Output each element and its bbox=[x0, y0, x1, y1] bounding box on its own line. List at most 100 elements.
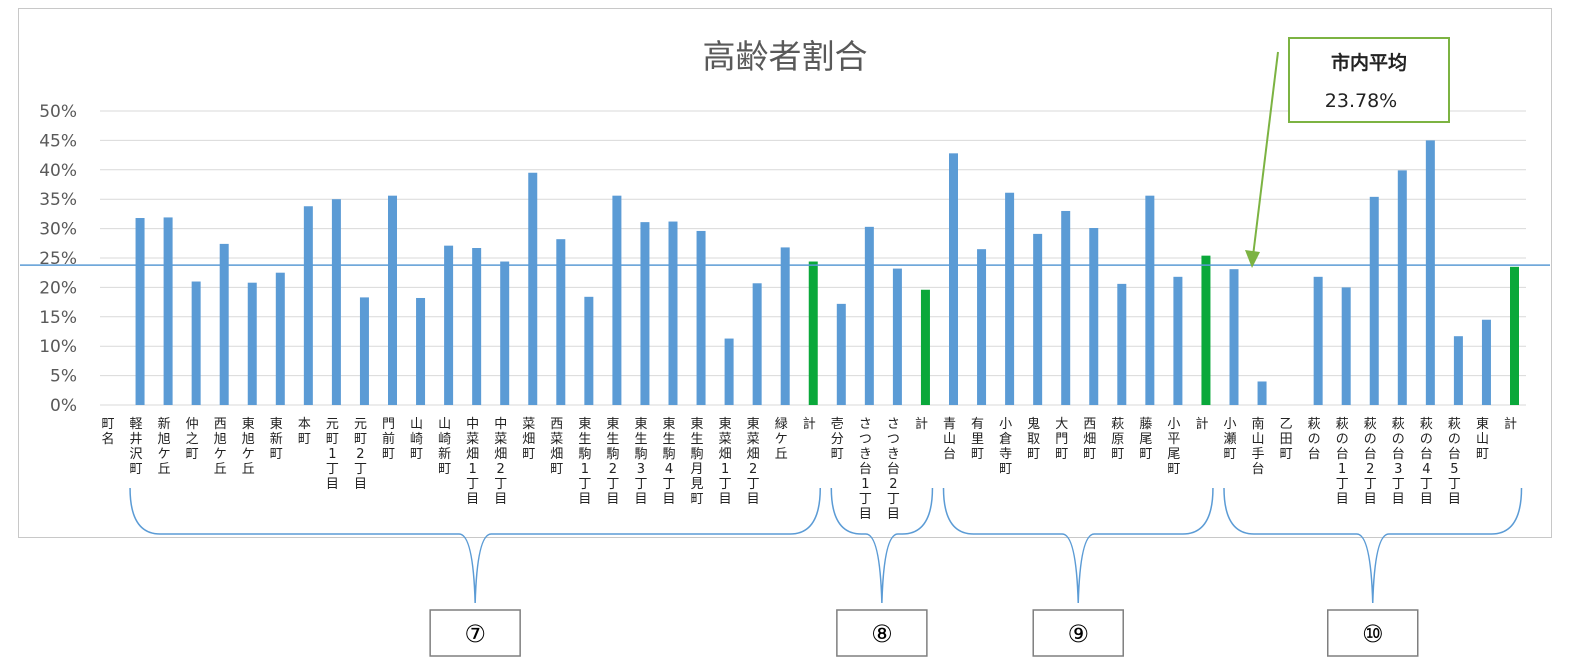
bar bbox=[1033, 233, 1043, 405]
average-callout: 市内平均 23.78% bbox=[1245, 37, 1450, 268]
callout-arrow-line bbox=[1252, 51, 1279, 257]
x-tick-label: 中菜畑 2 丁目 bbox=[494, 417, 507, 507]
bar bbox=[836, 303, 846, 405]
y-tick-label: 10% bbox=[39, 337, 77, 357]
x-tick-label: 西畑町 bbox=[1083, 417, 1096, 462]
bar bbox=[472, 248, 482, 405]
x-tick-label: 東生駒 3 丁目 bbox=[634, 416, 647, 507]
y-tick-label: 0% bbox=[50, 396, 77, 416]
bar bbox=[949, 153, 958, 405]
x-tick-label: 計 bbox=[915, 416, 928, 432]
bar bbox=[303, 206, 313, 405]
group-bracket bbox=[942, 487, 1214, 604]
x-tick-label: 新旭ケ丘 bbox=[158, 416, 171, 477]
group-label: ⑧ bbox=[871, 620, 893, 648]
x-tick-label: 東生駒月見町 bbox=[691, 416, 704, 507]
group-bracket bbox=[1223, 487, 1523, 604]
total-bar bbox=[808, 261, 818, 405]
x-tick-label: 計 bbox=[1195, 416, 1208, 432]
y-tick-label: 30% bbox=[39, 220, 77, 240]
chart-title: 高齢者割合 bbox=[703, 37, 868, 76]
callout-arrow-head bbox=[1245, 250, 1260, 268]
x-tick-label: 小倉寺町 bbox=[999, 417, 1012, 477]
x-tick-label: 門前町 bbox=[382, 417, 395, 462]
y-tick-label: 35% bbox=[39, 190, 77, 210]
bar bbox=[1341, 287, 1351, 405]
x-tick-label: 壱分町 bbox=[831, 417, 844, 462]
bar bbox=[1453, 336, 1463, 405]
y-tick-label: 20% bbox=[39, 278, 77, 298]
x-tick-label: 東山町 bbox=[1476, 416, 1489, 462]
x-axis-labels: 町名 軽井沢町 新旭ケ丘 仲之町 西旭ケ丘 東旭ケ丘 東新町 本町 元町 1 丁目 元町 2 丁目 門前町 山… bbox=[101, 416, 1517, 522]
x-tick-label: 山崎町 bbox=[410, 417, 423, 462]
x-tick-label: 東生駒 1 丁目 bbox=[578, 416, 591, 507]
y-tick-label: 45% bbox=[39, 131, 77, 151]
bar bbox=[1117, 283, 1127, 405]
bar bbox=[668, 221, 678, 405]
x-tick-label: 萩の台 1 丁目 bbox=[1336, 417, 1349, 507]
bar bbox=[1397, 170, 1407, 405]
callout-box bbox=[1288, 37, 1450, 123]
bar bbox=[724, 338, 734, 405]
group-label-box bbox=[1032, 609, 1124, 657]
x-tick-label: 緑ケ丘 bbox=[775, 417, 788, 462]
x-tick-label: 計 bbox=[1504, 416, 1517, 432]
x-tick-label: 東生駒 2 丁目 bbox=[606, 416, 619, 507]
y-tick-label: 25% bbox=[39, 249, 77, 269]
bar bbox=[135, 218, 145, 405]
bar bbox=[556, 239, 566, 405]
x-tick-label: 萩の台 bbox=[1308, 417, 1321, 462]
bar bbox=[1089, 228, 1099, 405]
x-tick-label: 軽井沢町 bbox=[130, 417, 143, 477]
x-tick-label: 藤尾町 bbox=[1139, 417, 1152, 462]
bar bbox=[584, 296, 594, 405]
x-tick-label: 小瀬町 bbox=[1223, 417, 1236, 462]
bar bbox=[1313, 276, 1323, 405]
y-tick-label: 50% bbox=[39, 102, 77, 122]
x-tick-label: 東新町 bbox=[270, 416, 283, 462]
total-bar bbox=[1510, 266, 1519, 405]
bar bbox=[612, 195, 622, 405]
x-tick-label: 町名 bbox=[101, 417, 114, 447]
x-tick-label: さつき台 2 丁目 bbox=[887, 417, 900, 522]
x-tick-label: 中菜畑 1 丁目 bbox=[466, 417, 479, 507]
callout-value: 23.78% bbox=[1325, 90, 1397, 112]
x-tick-label: さつき台 1 丁目 bbox=[859, 417, 872, 522]
bar bbox=[163, 217, 173, 405]
x-tick-label: 青山台 bbox=[943, 417, 956, 462]
bar bbox=[1229, 269, 1239, 405]
y-tick-label: 15% bbox=[39, 308, 77, 328]
y-tick-label: 5% bbox=[50, 367, 77, 387]
bar bbox=[444, 245, 454, 405]
x-tick-label: 仲之町 bbox=[186, 417, 199, 462]
bar bbox=[191, 281, 201, 405]
bar bbox=[416, 297, 426, 405]
x-tick-label: 東菜畑 2 丁目 bbox=[747, 416, 760, 507]
bar bbox=[1481, 319, 1491, 405]
bar bbox=[696, 230, 706, 405]
x-tick-label: 西旭ケ丘 bbox=[214, 417, 227, 477]
x-tick-label: 元町 2 丁目 bbox=[354, 417, 367, 492]
bar bbox=[528, 172, 538, 405]
x-tick-label: 元町 1 丁目 bbox=[326, 417, 339, 492]
group-label: ⑩ bbox=[1362, 620, 1384, 648]
bar bbox=[892, 268, 902, 405]
bar bbox=[359, 297, 369, 405]
total-bar bbox=[920, 289, 930, 405]
x-tick-label: 萩の台 3 丁目 bbox=[1392, 417, 1405, 507]
bar bbox=[640, 222, 650, 405]
bar bbox=[1369, 196, 1379, 405]
total-bar bbox=[1201, 255, 1211, 405]
x-tick-label: 小平尾町 bbox=[1167, 417, 1180, 477]
group-bracket bbox=[129, 487, 821, 604]
group-label-box bbox=[1327, 609, 1419, 657]
bar bbox=[219, 243, 229, 405]
group-label-box bbox=[836, 609, 928, 657]
x-tick-label: 東菜畑 1 丁目 bbox=[719, 416, 732, 507]
x-tick-label: 萩の台 5 丁目 bbox=[1448, 417, 1461, 507]
y-axis-ticks: 0% 5% 10% 15% 20% 25% 30% 35% 40% 45% 50% bbox=[39, 102, 77, 416]
x-tick-label: 山崎新町 bbox=[438, 417, 451, 477]
bar bbox=[500, 261, 510, 405]
x-tick-label: 有里町 bbox=[971, 417, 984, 462]
